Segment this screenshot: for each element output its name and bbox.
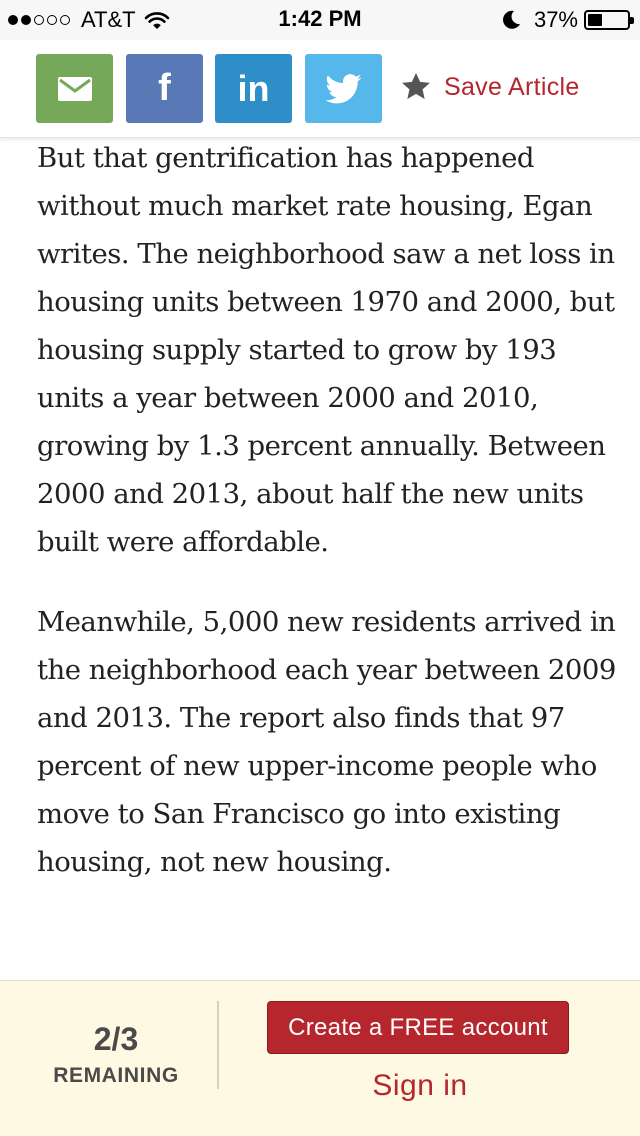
battery-percent: 37% bbox=[533, 7, 578, 32]
share-email-button[interactable] bbox=[36, 54, 113, 123]
star-icon bbox=[402, 73, 430, 99]
article-paragraph: Meanwhile, 5,000 new residents arrived i… bbox=[37, 606, 616, 878]
facebook-icon: f bbox=[158, 67, 171, 109]
do-not-disturb-moon-icon bbox=[503, 10, 520, 29]
share-twitter-button[interactable] bbox=[305, 54, 382, 123]
twitter-icon bbox=[325, 73, 361, 103]
paywall-banner: 2/3 REMAINING Create a FREE account Sign… bbox=[0, 980, 640, 1136]
linkedin-icon: in bbox=[237, 67, 270, 109]
carrier-name: AT&T bbox=[81, 7, 136, 32]
signal-dot bbox=[47, 15, 57, 25]
signal-dot bbox=[60, 15, 70, 25]
create-free-account-button[interactable]: Create a FREE account bbox=[267, 1001, 569, 1054]
meter-label: REMAINING bbox=[53, 1064, 179, 1087]
share-toolbar: f in Save Article bbox=[0, 40, 640, 138]
wifi-icon bbox=[144, 12, 169, 29]
status-left: AT&T bbox=[8, 6, 170, 34]
battery-tip bbox=[630, 17, 634, 24]
signal-dot bbox=[21, 15, 31, 25]
save-article-label: Save Article bbox=[444, 72, 580, 101]
save-article-button[interactable]: Save Article bbox=[400, 66, 580, 108]
share-facebook-button[interactable]: f bbox=[126, 54, 203, 123]
status-bar: AT&T 1:42 PM 37% bbox=[0, 0, 640, 40]
battery-icon bbox=[584, 10, 634, 30]
article-paragraph: But that gentrification has happened wit… bbox=[37, 142, 615, 558]
article-meter: 2/3 REMAINING bbox=[36, 1001, 196, 1107]
article-body: But that gentrification has happened wit… bbox=[37, 134, 617, 918]
meter-count: 2/3 bbox=[93, 1021, 139, 1057]
sign-in-link[interactable]: Sign in bbox=[372, 1069, 468, 1102]
signal-dot bbox=[8, 15, 18, 25]
signal-strength-icon bbox=[8, 15, 73, 25]
share-linkedin-button[interactable]: in bbox=[215, 54, 292, 123]
envelope-icon bbox=[57, 76, 92, 101]
signal-dot bbox=[34, 15, 44, 25]
battery-level bbox=[588, 14, 603, 26]
divider bbox=[217, 1001, 219, 1089]
status-right: 37% bbox=[500, 6, 634, 34]
